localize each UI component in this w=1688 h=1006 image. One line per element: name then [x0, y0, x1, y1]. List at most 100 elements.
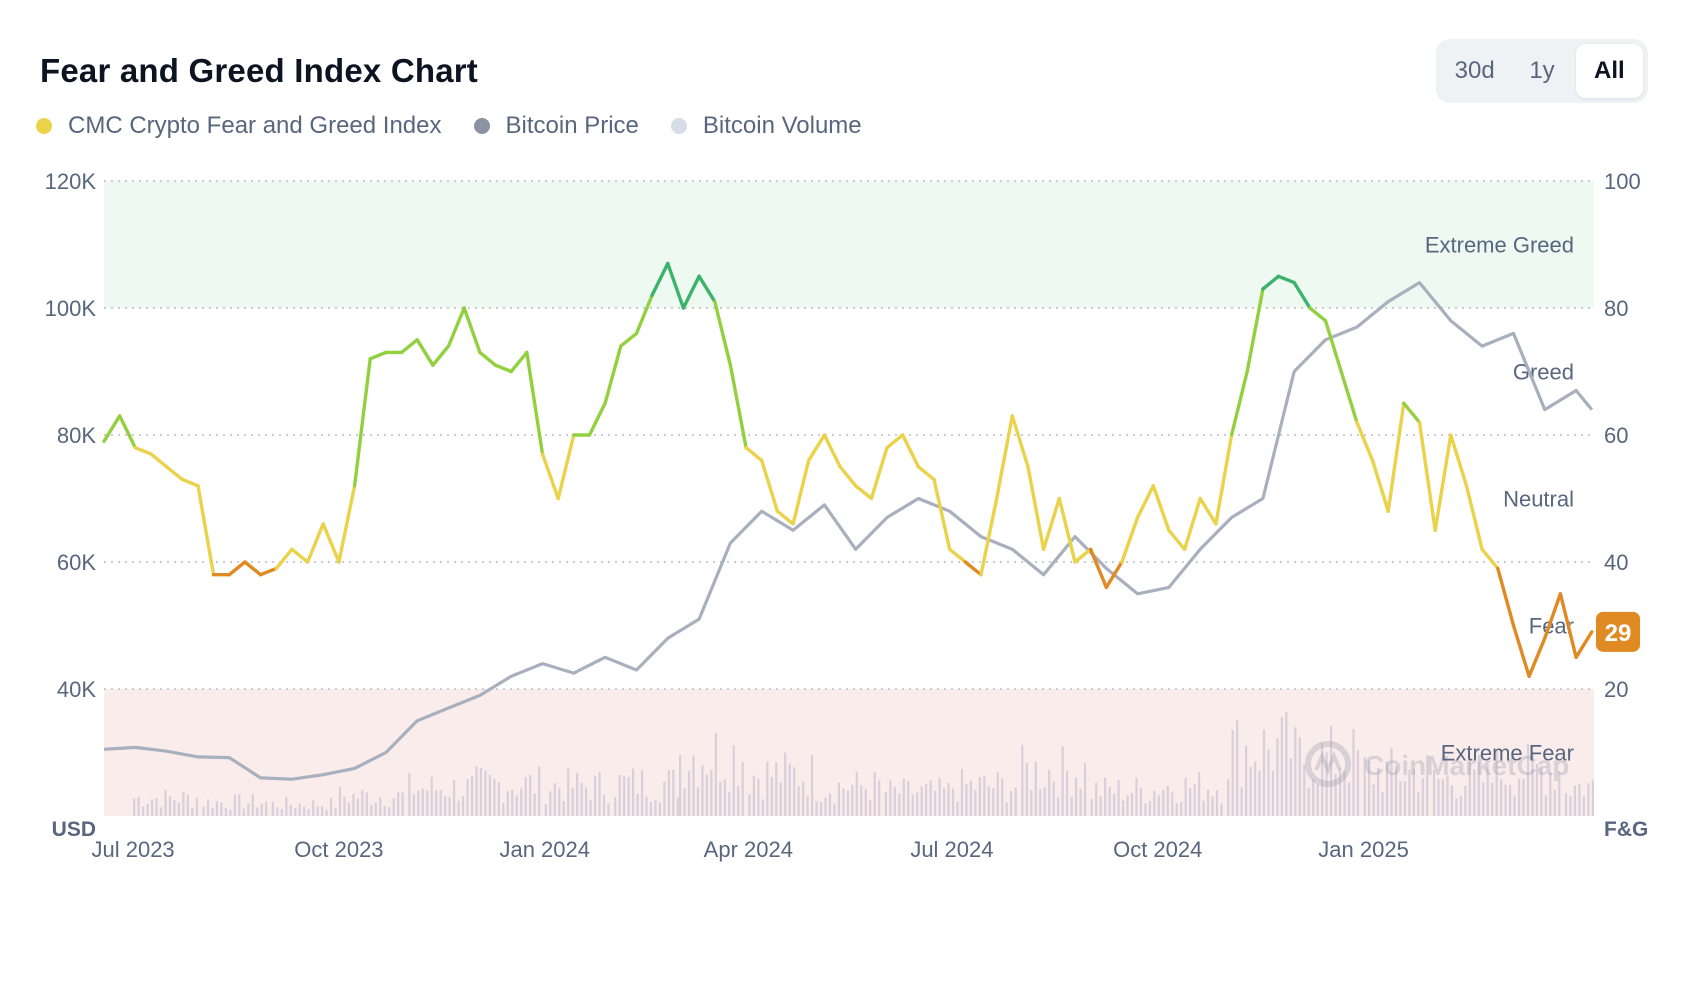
volume-bar: [723, 779, 726, 816]
volume-bar: [757, 778, 760, 816]
volume-bar: [1491, 782, 1494, 816]
volume-bar: [1403, 781, 1407, 816]
volume-bar: [696, 787, 700, 816]
volume-bar: [453, 780, 456, 816]
volume-bar: [1544, 795, 1547, 816]
right-tick-label: 20: [1604, 677, 1628, 702]
fear-greed-segment: [1308, 306, 1328, 323]
volume-bar: [186, 794, 189, 816]
fear-greed-segment: [744, 446, 764, 463]
volume-bar: [878, 780, 881, 816]
legend-dot: [36, 118, 52, 134]
fear-greed-segment: [180, 477, 200, 488]
volume-bar: [421, 788, 424, 816]
fear-greed-segment: [666, 261, 686, 310]
volume-bar: [352, 793, 355, 816]
volume-bar: [233, 794, 236, 816]
volume-bar: [1338, 768, 1342, 816]
fear-greed-segment: [337, 484, 357, 564]
volume-bar: [705, 774, 709, 816]
x-tick-label: Apr 2024: [704, 837, 793, 862]
legend-item-bitcoin-price[interactable]: Bitcoin Price: [473, 112, 639, 140]
volume-bar: [1531, 752, 1534, 816]
volume-bar: [1408, 769, 1411, 816]
volume-bar: [567, 768, 570, 816]
volume-bar: [242, 808, 245, 816]
volume-bar: [1399, 781, 1402, 816]
volume-bar: [155, 798, 158, 816]
volume-bar: [1135, 777, 1138, 816]
volume-bar: [1014, 787, 1017, 816]
volume-bar: [383, 806, 386, 816]
left-tick-label: 60K: [57, 550, 96, 575]
volume-bar: [828, 793, 832, 816]
volume-bar: [1508, 784, 1512, 816]
fear-greed-segment: [149, 452, 169, 469]
fear-greed-segment: [352, 357, 372, 488]
volume-bar: [439, 790, 442, 816]
zone-label: Neutral: [1503, 487, 1574, 512]
volume-bar: [855, 771, 858, 816]
left-axis-unit: USD: [52, 818, 96, 841]
tab-1y[interactable]: 1y: [1529, 57, 1555, 84]
volume-bar: [589, 799, 592, 816]
volume-bar: [164, 789, 167, 816]
volume-bar: [1262, 729, 1266, 816]
tab-30d[interactable]: 30d: [1454, 57, 1495, 84]
x-tick-label: Jan 2024: [499, 837, 590, 862]
volume-bar: [448, 797, 451, 816]
fear-greed-segment: [1088, 547, 1109, 590]
volume-bar: [851, 784, 854, 816]
volume-bar: [1066, 770, 1069, 816]
fear-greed-segment: [916, 465, 936, 482]
legend-item-bitcoin-volume[interactable]: Bitcoin Volume: [670, 112, 862, 140]
volume-bar: [365, 792, 368, 816]
volume-bar: [1587, 783, 1590, 816]
fear-greed-segment: [1464, 484, 1484, 551]
volume-bar: [271, 801, 274, 816]
volume-bar: [576, 772, 579, 816]
volume-bar: [614, 797, 617, 816]
fear-greed-segment: [1276, 274, 1296, 285]
volume-bar: [1412, 768, 1415, 816]
fear-greed-segment: [1370, 458, 1390, 513]
volume-bar: [303, 806, 306, 816]
tab-all[interactable]: All: [1575, 44, 1643, 98]
volume-bar: [1139, 788, 1143, 816]
volume-bar: [1202, 800, 1205, 816]
volume-bar: [488, 774, 492, 816]
right-tick-label: 40: [1604, 550, 1628, 575]
fear-greed-segment: [963, 560, 983, 577]
volume-bar: [412, 794, 415, 816]
volume-bar: [987, 786, 990, 816]
volume-bar: [770, 776, 773, 816]
volume-bar: [1372, 784, 1375, 816]
volume-bar: [920, 786, 923, 816]
fear-greed-segment: [603, 344, 623, 405]
volume-bar: [1468, 761, 1471, 816]
volume-bar: [202, 806, 205, 816]
fear-greed-segment: [1041, 496, 1062, 551]
volume-bar: [1258, 770, 1261, 816]
volume-bar: [1368, 761, 1371, 816]
volume-bar: [479, 767, 483, 816]
volume-bar: [316, 806, 319, 816]
volume-bar: [562, 801, 565, 816]
fear-greed-segment: [979, 496, 999, 577]
fear-greed-segment: [133, 446, 153, 456]
volume-bar: [1162, 789, 1165, 816]
volume-bar: [1486, 764, 1489, 816]
fear-greed-segment: [775, 509, 795, 526]
volume-bar: [645, 796, 648, 816]
legend-item-fear-greed[interactable]: CMC Crypto Fear and Greed Index: [36, 112, 442, 140]
volume-bar: [1280, 716, 1283, 816]
volume-bar: [889, 780, 892, 816]
volume-bar: [815, 801, 818, 816]
volume-bar: [1112, 793, 1116, 816]
volume-bar: [1021, 744, 1024, 816]
volume-bar: [775, 762, 778, 816]
volume-bar: [1482, 782, 1485, 816]
fear-greed-segment: [854, 484, 874, 501]
volume-bar: [1394, 766, 1398, 816]
